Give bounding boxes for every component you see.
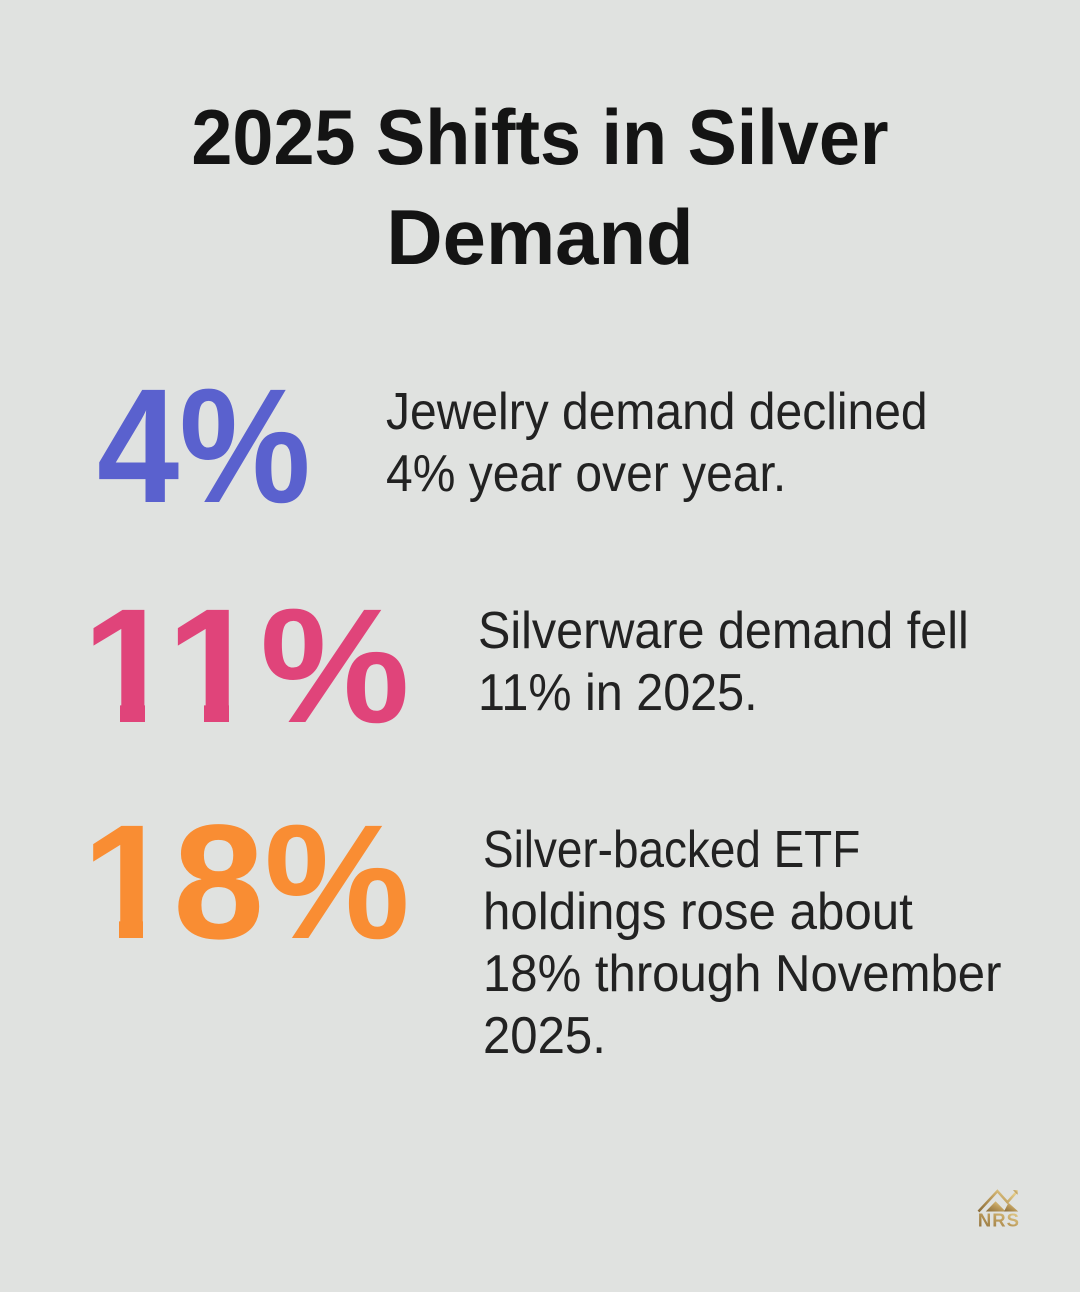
svg-text:NRS: NRS	[978, 1210, 1020, 1229]
